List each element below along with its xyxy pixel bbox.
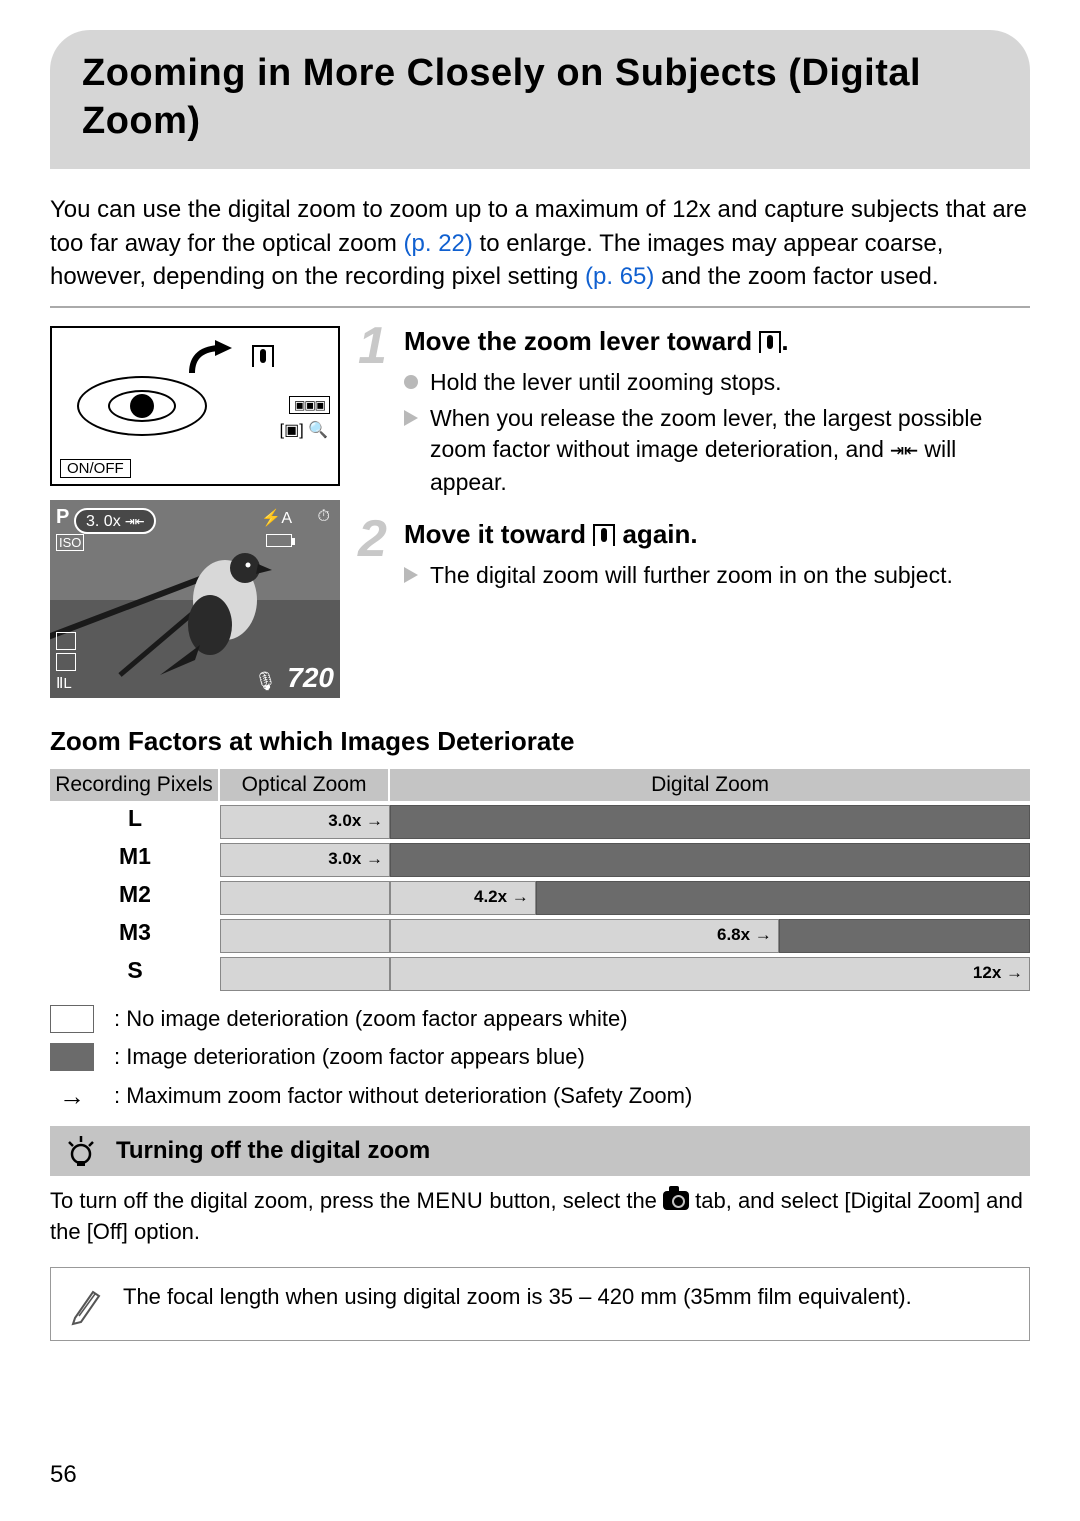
step-number-2: 2: [358, 509, 387, 569]
optical-cell: [220, 919, 390, 953]
legend-safety-zoom: → : Maximum zoom factor without deterior…: [50, 1081, 1030, 1112]
page-title-block: Zooming in More Closely on Subjects (Dig…: [50, 30, 1030, 169]
menu-button-label: MENU: [416, 1188, 483, 1213]
step-1-title: Move the zoom lever toward .: [404, 326, 1030, 357]
shots-remaining: 720: [287, 662, 334, 694]
digital-cell: [390, 843, 1030, 877]
step-2-bullet-1: The digital zoom will further zoom in on…: [404, 560, 1030, 592]
lightbulb-icon: [64, 1134, 98, 1168]
row-label: M2: [50, 881, 220, 915]
zoom-lever-diagram: ▣▣▣ [▣] 🔍 ON/OFF: [50, 326, 340, 486]
digital-cell: [536, 881, 1030, 915]
row-label: L: [50, 805, 220, 839]
steps-area: ▣▣▣ [▣] 🔍 ON/OFF P 3. 0x ⇥⇤ ⚡A ⏱ IS: [50, 326, 1030, 698]
step-1: 1 Move the zoom lever toward . Hold the …: [364, 326, 1030, 499]
table-row: M13.0x →: [50, 843, 1030, 877]
col-recording: Recording Pixels: [50, 769, 220, 801]
zoom-factor-badge: 3. 0x ⇥⇤: [74, 508, 156, 534]
table-row: L3.0x →: [50, 805, 1030, 839]
step-number-1: 1: [358, 316, 387, 376]
page-ref-65[interactable]: (p. 65): [585, 263, 654, 290]
telephoto-icon: [593, 524, 615, 546]
left-column: ▣▣▣ [▣] 🔍 ON/OFF P 3. 0x ⇥⇤ ⚡A ⏱ IS: [50, 326, 340, 698]
optical-cell: 3.0x →: [220, 805, 390, 839]
note-text: The focal length when using digital zoom…: [123, 1282, 912, 1326]
note-box: The focal length when using digital zoom…: [50, 1267, 1030, 1341]
selftimer-icon: ⏱: [318, 508, 330, 526]
digital-cell: [779, 919, 1030, 953]
iso-icon: ISO: [56, 534, 84, 551]
legend-dark-box: [50, 1043, 94, 1071]
divider: [50, 306, 1030, 308]
row-label: M3: [50, 919, 220, 953]
digital-cell: [390, 805, 1030, 839]
zoom-bar-icon: ▣▣▣: [289, 396, 330, 414]
step-1-bullet-1: Hold the lever until zooming stops.: [404, 367, 1030, 399]
battery-icon: [266, 534, 292, 547]
table-row: M2 4.2x →: [50, 881, 1030, 915]
intro-part3: and the zoom factor used.: [654, 263, 938, 290]
optical-cell: [220, 881, 390, 915]
onoff-label: ON/OFF: [60, 459, 131, 478]
legend-deterioration: : Image deterioration (zoom factor appea…: [50, 1043, 1030, 1071]
telephoto-icon: [759, 331, 781, 353]
zoom-table-heading: Zoom Factors at which Images Deteriorate: [50, 726, 1030, 757]
safety-cell: 12x →: [390, 957, 1030, 991]
legend-no-deterioration: : No image deterioration (zoom factor ap…: [50, 1005, 1030, 1033]
right-column: 1 Move the zoom lever toward . Hold the …: [364, 326, 1030, 698]
lcd-left-icons: ⅡL: [56, 629, 76, 692]
step-2-title: Move it toward again.: [404, 519, 1030, 550]
page-ref-22[interactable]: (p. 22): [404, 230, 473, 257]
legend: : No image deterioration (zoom factor ap…: [50, 1005, 1030, 1112]
step-2: 2 Move it toward again. The digital zoom…: [364, 519, 1030, 592]
zoom-factor-table: Recording Pixels Optical Zoom Digital Zo…: [50, 769, 1030, 991]
step-1-bullet-2: When you release the zoom lever, the lar…: [404, 403, 1030, 499]
legend-light-box: [50, 1005, 94, 1033]
telephoto-icon: [252, 342, 274, 370]
lcd-preview: P 3. 0x ⇥⇤ ⚡A ⏱ ISO ⅡL 🎙 720: [50, 500, 340, 698]
table-row: S 12x →: [50, 957, 1030, 991]
row-label: S: [50, 957, 220, 991]
optical-cell: 3.0x →: [220, 843, 390, 877]
camera-tab-icon: [663, 1191, 689, 1210]
mic-icon: 🎙: [254, 671, 277, 692]
mode-p-label: P: [56, 506, 69, 529]
table-row: M3 6.8x →: [50, 919, 1030, 953]
tip-body: To turn off the digital zoom, press the …: [50, 1186, 1030, 1248]
arrow-icon: [187, 338, 237, 378]
table-header: Recording Pixels Optical Zoom Digital Zo…: [50, 769, 1030, 801]
intro-text: You can use the digital zoom to zoom up …: [50, 193, 1030, 294]
legend-arrow-icon: →: [50, 1081, 94, 1112]
safety-cell: 4.2x →: [390, 881, 536, 915]
optical-cell: [220, 957, 390, 991]
safety-cell: 6.8x →: [390, 919, 779, 953]
tip-heading-bar: Turning off the digital zoom: [50, 1126, 1030, 1176]
page-title: Zooming in More Closely on Subjects (Dig…: [82, 50, 998, 145]
pencil-icon: [67, 1282, 103, 1326]
row-label: M1: [50, 843, 220, 877]
col-optical: Optical Zoom: [220, 769, 390, 801]
zoom-indicator-icon: ⇥⇤: [890, 437, 918, 463]
col-digital: Digital Zoom: [390, 769, 1030, 801]
page-number: 56: [50, 1461, 77, 1489]
tip-heading: Turning off the digital zoom: [116, 1137, 430, 1165]
zoom-magnify-icon: [▣] 🔍: [280, 420, 328, 440]
flash-icon: ⚡A: [261, 508, 292, 528]
